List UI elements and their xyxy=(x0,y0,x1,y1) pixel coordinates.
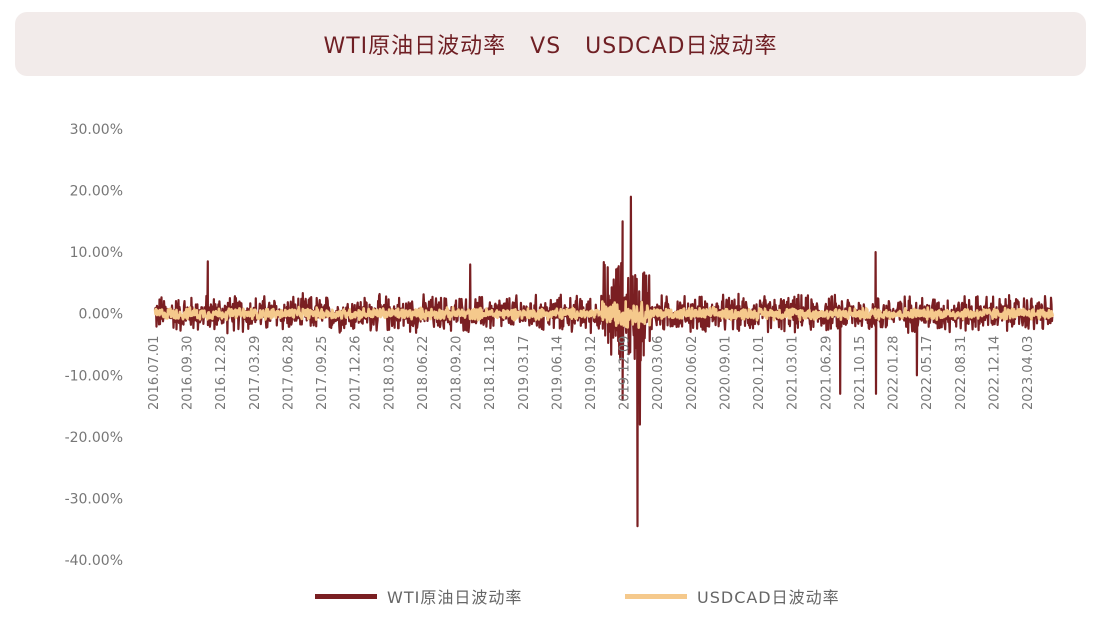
y-tick-label: 30.00% xyxy=(70,122,123,138)
series-1 xyxy=(153,300,1055,329)
y-tick-label: -20.00% xyxy=(65,430,123,446)
x-tick-label: 2022.01.28 xyxy=(887,336,902,410)
legend-item-usdcad: USDCAD日波动率 xyxy=(625,584,840,608)
x-tick-label: 2016.09.30 xyxy=(181,336,196,410)
x-tick-label: 2016.12.28 xyxy=(214,336,229,410)
y-tick-label: 10.00% xyxy=(70,245,123,261)
x-tick-label: 2017.09.25 xyxy=(315,336,330,410)
x-tick-label: 2018.06.22 xyxy=(416,336,431,410)
y-tick-label: -10.00% xyxy=(65,368,123,384)
y-tick-label: -40.00% xyxy=(65,553,123,569)
legend-label-usdcad: USDCAD日波动率 xyxy=(697,588,840,607)
y-tick-label: -30.00% xyxy=(65,491,123,507)
x-tick-label: 2019.06.14 xyxy=(550,336,565,410)
x-tick-label: 2018.12.18 xyxy=(483,336,498,410)
x-tick-label: 2020.06.02 xyxy=(685,336,700,410)
x-tick-label: 2023.04.03 xyxy=(1021,336,1036,410)
x-tick-label: 2017.03.29 xyxy=(248,336,263,410)
x-tick-label: 2018.09.20 xyxy=(450,336,465,410)
series-line-1 xyxy=(153,300,1055,329)
x-tick-label: 2019.12.09 xyxy=(618,336,633,410)
chart-title-bar: WTI原油日波动率 VS USDCAD日波动率 xyxy=(15,12,1086,76)
y-tick-label: 20.00% xyxy=(70,184,123,200)
x-tick-label: 2019.09.12 xyxy=(584,336,599,410)
x-tick-label: 2022.08.31 xyxy=(954,336,969,410)
chart-title: WTI原油日波动率 VS USDCAD日波动率 xyxy=(323,34,778,59)
x-tick-label: 2022.05.17 xyxy=(920,336,935,410)
legend-item-wti: WTI原油日波动率 xyxy=(315,584,522,608)
x-tick-label: 2016.07.01 xyxy=(147,336,162,410)
x-tick-label: 2021.10.15 xyxy=(853,336,868,410)
x-tick-label: 2022.12.14 xyxy=(987,336,1002,410)
x-tick-label: 2020.03.06 xyxy=(651,336,666,410)
legend-swatch-usdcad xyxy=(625,593,687,599)
legend: WTI原油日波动率 USDCAD日波动率 xyxy=(0,584,1099,610)
x-tick-label: 2018.03.26 xyxy=(382,336,397,410)
y-tick-label: 0.00% xyxy=(79,307,123,323)
legend-swatch-wti xyxy=(315,593,377,599)
x-tick-label: 2021.03.01 xyxy=(786,336,801,410)
legend-label-wti: WTI原油日波动率 xyxy=(387,588,523,607)
x-tick-label: 2021.06.29 xyxy=(819,336,834,410)
x-tick-label: 2017.12.26 xyxy=(349,336,364,410)
x-tick-label: 2020.12.01 xyxy=(752,336,767,410)
x-tick-label: 2020.09.01 xyxy=(718,336,733,410)
x-tick-label: 2019.03.17 xyxy=(517,336,532,410)
x-tick-label: 2017.06.28 xyxy=(281,336,296,410)
